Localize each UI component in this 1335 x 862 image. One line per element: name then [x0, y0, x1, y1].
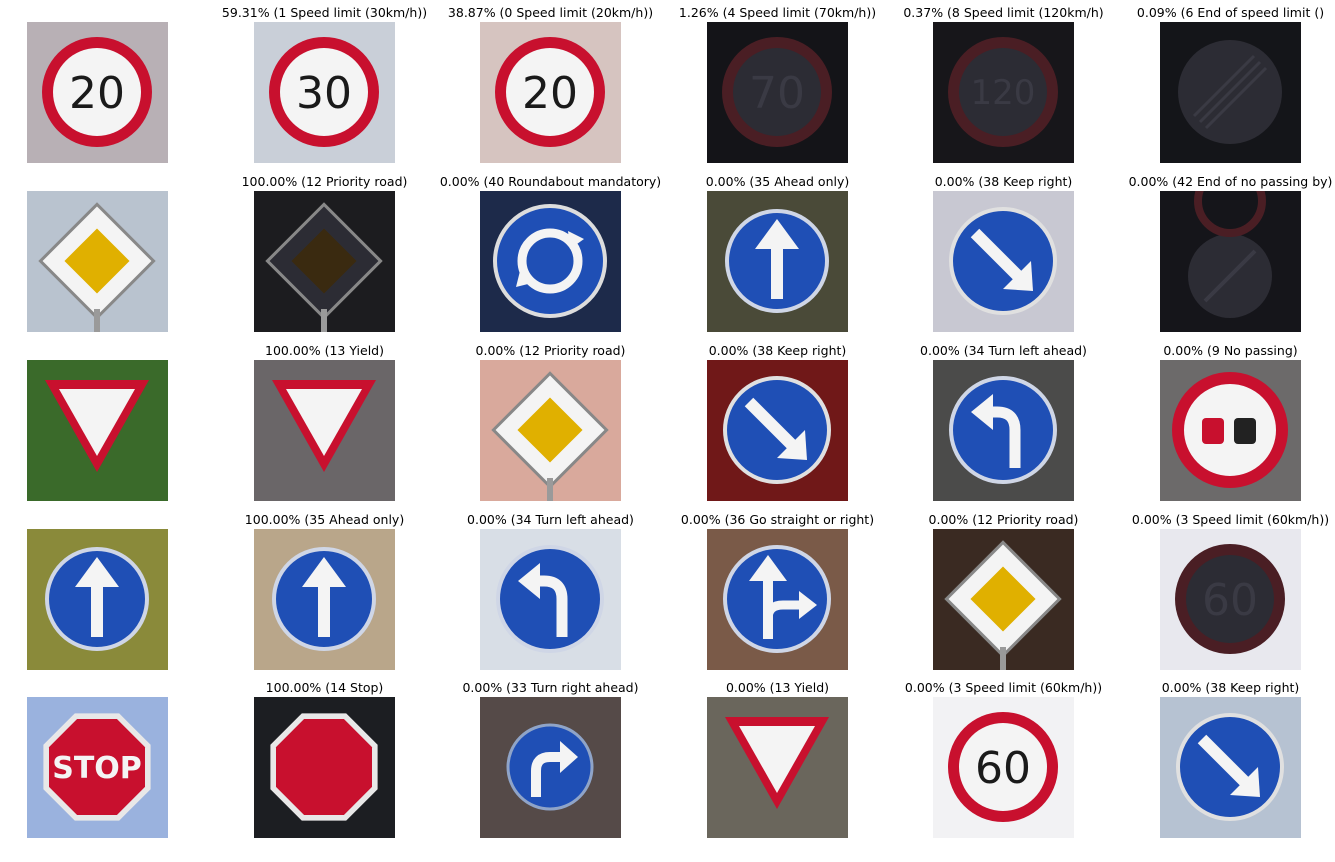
prediction-image-keep-right-sign-icon	[933, 191, 1074, 332]
prediction-label: 0.00% (34 Turn left ahead)	[467, 512, 634, 527]
prediction-image-yield-sign-icon	[254, 360, 395, 501]
prediction-image-turn-left-ahead-sign-icon	[933, 360, 1074, 501]
prediction-label: 0.37% (8 Speed limit (120km/h)	[903, 5, 1104, 20]
prediction-image-turn-right-ahead-sign	[480, 697, 621, 838]
sign-text: STOP	[52, 751, 142, 786]
prediction-image-no-passing-sign-icon	[1160, 360, 1301, 501]
prediction-label: 100.00% (13 Yield)	[265, 343, 384, 358]
prediction-image-speed-limit-60-sign: 60	[1160, 529, 1301, 670]
prediction-image-priority-road-sign	[933, 529, 1074, 670]
query-image-yield-sign	[27, 360, 168, 501]
prediction-image-keep-right-sign	[707, 360, 848, 501]
query-image-priority-road-sign	[27, 191, 168, 332]
query-image-ahead-only-sign	[27, 529, 168, 670]
sign-number: 20	[522, 68, 578, 119]
prediction-image-no-passing-sign	[1160, 360, 1301, 501]
prediction-image-end-of-no-passing-sign	[1160, 191, 1301, 332]
query-image-stop-sign: STOP	[27, 697, 168, 838]
prediction-image-speed-limit-60-sign: 60	[933, 697, 1074, 838]
prediction-image-go-straight-or-right-sign-icon	[707, 529, 848, 670]
query-image-speed-limit-20-sign: 20	[27, 22, 168, 163]
prediction-image-roundabout-sign	[480, 191, 621, 332]
prediction-image-end-of-speed-limit-sign-icon	[1160, 22, 1301, 163]
prediction-image-ahead-only-sign	[254, 529, 395, 670]
prediction-label: 59.31% (1 Speed limit (30km/h))	[221, 5, 428, 20]
query-image-stop-sign-icon: STOP	[27, 697, 168, 838]
prediction-image-priority-road-sign-icon	[933, 529, 1074, 670]
prediction-label: 0.00% (40 Roundabout mandatory)	[439, 174, 662, 189]
sign-number: 20	[69, 68, 125, 119]
sign-number: 60	[1202, 575, 1258, 626]
prediction-image-speed-limit-70-sign: 70	[707, 22, 848, 163]
prediction-image-ahead-only-sign	[707, 191, 848, 332]
prediction-label: 100.00% (35 Ahead only)	[244, 512, 405, 527]
prediction-label: 0.00% (3 Speed limit (60km/h))	[904, 680, 1103, 695]
prediction-image-keep-right-sign-icon	[1160, 697, 1301, 838]
prediction-image-roundabout-sign-icon	[480, 191, 621, 332]
query-image-priority-road-sign-icon	[27, 191, 168, 332]
prediction-image-priority-road-sign-icon	[254, 191, 395, 332]
prediction-image-speed-limit-70-sign-icon: 70	[707, 22, 848, 163]
prediction-image-yield-sign	[707, 697, 848, 838]
prediction-image-speed-limit-120-sign-icon: 120	[933, 22, 1074, 163]
prediction-image-priority-road-sign	[254, 191, 395, 332]
sign-number: 30	[296, 68, 352, 119]
prediction-image-turn-left-ahead-sign	[933, 360, 1074, 501]
prediction-label: 0.00% (33 Turn right ahead)	[462, 680, 639, 695]
prediction-image-turn-right-ahead-sign-icon	[480, 697, 621, 838]
prediction-image-go-straight-or-right-sign	[707, 529, 848, 670]
prediction-image-speed-limit-60-sign-icon: 60	[1160, 529, 1301, 670]
prediction-label: 0.00% (35 Ahead only)	[705, 174, 850, 189]
prediction-image-speed-limit-20-sign-icon: 20	[480, 22, 621, 163]
prediction-image-stop-sign	[254, 697, 395, 838]
prediction-label: 0.00% (42 End of no passing by)	[1128, 174, 1333, 189]
prediction-label: 0.00% (36 Go straight or right)	[680, 512, 875, 527]
prediction-label: 38.87% (0 Speed limit (20km/h))	[447, 5, 654, 20]
query-image-speed-limit-20-sign-icon: 20	[27, 22, 168, 163]
prediction-label: 0.00% (12 Priority road)	[475, 343, 626, 358]
prediction-image-speed-limit-30-sign-icon: 30	[254, 22, 395, 163]
prediction-image-speed-limit-30-sign: 30	[254, 22, 395, 163]
prediction-label: 100.00% (12 Priority road)	[241, 174, 408, 189]
prediction-label: 0.00% (38 Keep right)	[708, 343, 847, 358]
prediction-image-keep-right-sign	[1160, 697, 1301, 838]
prediction-label: 0.00% (38 Keep right)	[934, 174, 1073, 189]
prediction-image-keep-right-sign-icon	[707, 360, 848, 501]
prediction-image-speed-limit-120-sign: 120	[933, 22, 1074, 163]
prediction-image-priority-road-sign	[480, 360, 621, 501]
sign-number: 60	[975, 743, 1031, 794]
sign-number: 70	[749, 68, 805, 119]
prediction-image-yield-sign	[254, 360, 395, 501]
prediction-image-keep-right-sign	[933, 191, 1074, 332]
prediction-label: 0.00% (12 Priority road)	[928, 512, 1079, 527]
prediction-image-turn-left-ahead-sign-icon	[480, 529, 621, 670]
prediction-label: 0.09% (6 End of speed limit ()	[1136, 5, 1325, 20]
prediction-image-end-of-speed-limit-sign	[1160, 22, 1301, 163]
prediction-image-yield-sign-icon	[707, 697, 848, 838]
prediction-image-end-of-no-passing-sign-icon	[1160, 191, 1301, 332]
prediction-label: 0.00% (9 No passing)	[1163, 343, 1298, 358]
query-image-ahead-only-sign-icon	[27, 529, 168, 670]
prediction-image-ahead-only-sign-icon	[707, 191, 848, 332]
prediction-label: 1.26% (4 Speed limit (70km/h))	[678, 5, 877, 20]
prediction-label: 0.00% (34 Turn left ahead)	[920, 343, 1087, 358]
prediction-image-ahead-only-sign-icon	[254, 529, 395, 670]
sign-number: 120	[971, 73, 1036, 113]
prediction-image-turn-left-ahead-sign	[480, 529, 621, 670]
prediction-image-stop-sign-icon	[254, 697, 395, 838]
prediction-label: 100.00% (14 Stop)	[265, 680, 384, 695]
prediction-label: 0.00% (3 Speed limit (60km/h))	[1131, 512, 1330, 527]
prediction-label: 0.00% (13 Yield)	[725, 680, 830, 695]
prediction-image-speed-limit-60-sign-icon: 60	[933, 697, 1074, 838]
prediction-label: 0.00% (38 Keep right)	[1161, 680, 1300, 695]
prediction-image-priority-road-sign-icon	[480, 360, 621, 501]
query-image-yield-sign-icon	[27, 360, 168, 501]
prediction-image-speed-limit-20-sign: 20	[480, 22, 621, 163]
